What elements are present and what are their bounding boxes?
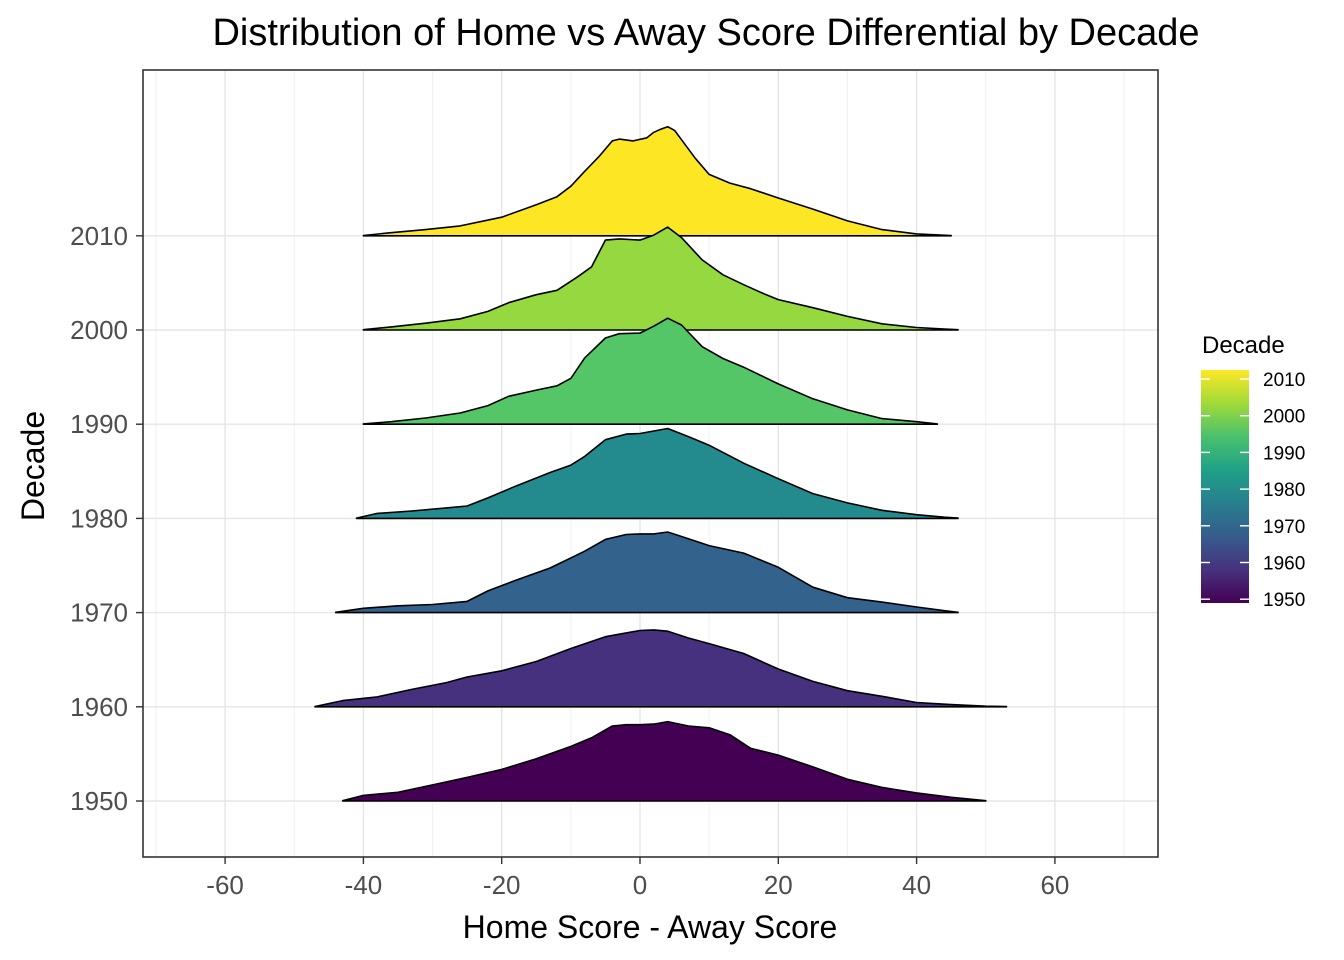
legend-label: 1950 xyxy=(1263,590,1305,611)
y-tick-label: 2000 xyxy=(70,315,128,345)
ridge-1960 xyxy=(314,629,1008,708)
legend-label: 1960 xyxy=(1263,554,1305,575)
plot-panel xyxy=(142,69,1159,858)
x-tick-label: -40 xyxy=(345,870,383,900)
ridge-1970 xyxy=(334,531,959,614)
ridge-1990 xyxy=(362,317,939,425)
y-tick-label: 1950 xyxy=(70,786,128,816)
x-tick-label: -60 xyxy=(206,870,244,900)
y-tick-label: 1960 xyxy=(70,692,128,722)
legend-label: 1990 xyxy=(1263,443,1305,464)
ridge-2010 xyxy=(362,125,952,237)
color-legend: Decade 2010 2000 1990 1980 1970 1960 1950 xyxy=(1201,332,1305,611)
x-axis-title: Home Score - Away Score xyxy=(463,909,838,945)
ridge-2000 xyxy=(362,226,959,331)
y-tick-label: 1990 xyxy=(70,409,128,439)
y-tick-label: 2010 xyxy=(70,221,128,251)
x-tick-label: 20 xyxy=(764,870,793,900)
y-tick-label: 1970 xyxy=(70,598,128,628)
x-tick-label: -20 xyxy=(483,870,521,900)
ridge-1950 xyxy=(341,720,987,802)
legend-label: 2000 xyxy=(1263,407,1305,428)
legend-colorbar xyxy=(1201,370,1249,603)
x-tick-label: 60 xyxy=(1040,870,1069,900)
legend-label: 1970 xyxy=(1263,517,1305,538)
y-tick-label: 1980 xyxy=(70,503,128,533)
ridge-1980 xyxy=(355,427,959,520)
legend-label: 2010 xyxy=(1263,370,1305,391)
x-tick-label: 0 xyxy=(633,870,647,900)
panel-border xyxy=(142,69,1159,858)
x-tick-label: 40 xyxy=(902,870,931,900)
y-axis-title: Decade xyxy=(15,411,51,521)
chart-title: Distribution of Home vs Away Score Diffe… xyxy=(212,12,1199,54)
legend-label: 1980 xyxy=(1263,480,1305,501)
legend-title: Decade xyxy=(1202,332,1285,359)
